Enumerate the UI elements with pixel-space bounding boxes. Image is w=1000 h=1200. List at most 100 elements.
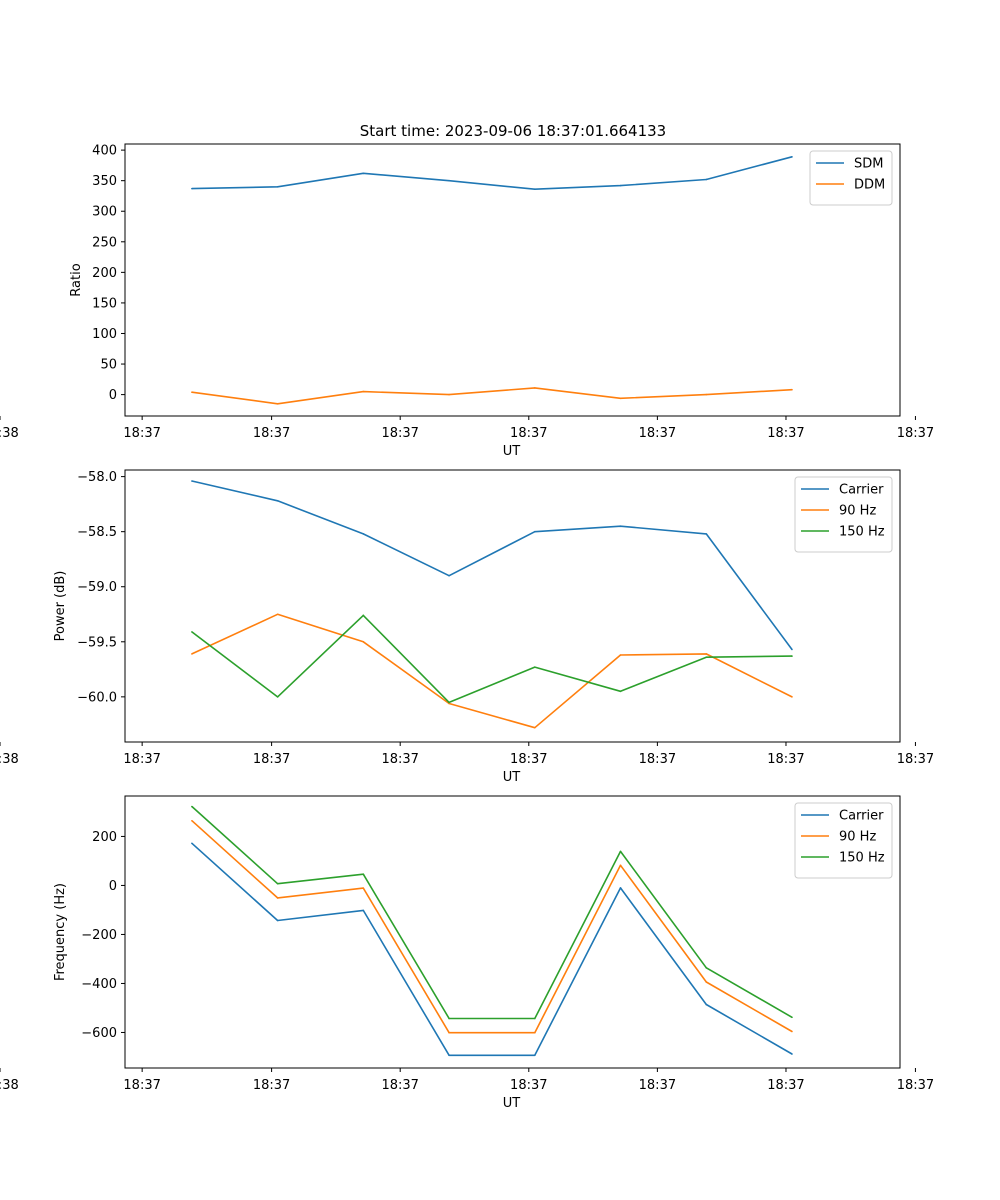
data-point (619, 864, 622, 867)
data-point (791, 1053, 793, 1055)
series-line (191, 156, 793, 190)
series-150-hz (191, 614, 793, 704)
data-point (705, 178, 708, 181)
y-tick-label: −60.0 (77, 690, 117, 705)
data-point (362, 390, 365, 393)
axes-frame (124, 469, 901, 743)
data-point (705, 656, 708, 659)
data-point (619, 887, 622, 889)
data-point (362, 614, 365, 617)
legend-label: Carrier (839, 809, 884, 824)
data-point (533, 726, 536, 729)
data-point (448, 179, 450, 182)
x-tick-label: 18:38 (0, 752, 19, 767)
x-tick-label: 18:38 (0, 426, 19, 441)
series-90-hz (191, 819, 793, 1034)
data-point (276, 500, 279, 502)
data-point (533, 1031, 536, 1034)
data-point (448, 1017, 450, 1020)
data-point (448, 1031, 450, 1034)
y-axis-label: Ratio (69, 263, 84, 296)
x-tick-label: 18:37 (510, 1078, 547, 1093)
data-point (791, 655, 793, 657)
data-point (362, 887, 365, 889)
data-point (619, 654, 622, 656)
data-point (791, 156, 793, 158)
data-point (619, 397, 622, 400)
data-point (705, 966, 708, 969)
data-point (191, 480, 193, 482)
data-point (791, 1030, 793, 1033)
data-point (791, 648, 793, 651)
y-tick-label: −59.0 (77, 580, 117, 595)
y-tick-label: −59.5 (77, 635, 117, 650)
legend-box (794, 802, 893, 879)
data-point (619, 184, 622, 187)
x-axis-label: UT (503, 1096, 521, 1111)
data-point (191, 653, 193, 655)
legend: Carrier 90 Hz 150 Hz (794, 476, 893, 553)
y-tick-label: 200 (92, 266, 117, 281)
axes-frame (124, 795, 901, 1069)
data-point (191, 842, 193, 845)
data-point (533, 387, 536, 389)
data-point (533, 666, 536, 668)
legend-label: 150 Hz (839, 851, 885, 866)
data-point (276, 696, 279, 698)
x-tick-label: 18:37 (639, 426, 676, 441)
y-tick-label: −600 (81, 1026, 117, 1041)
series-ddm (191, 387, 793, 405)
series-line (191, 387, 793, 405)
y-axis-label: Frequency (Hz) (53, 883, 68, 981)
legend: Carrier 90 Hz 150 Hz (794, 802, 893, 879)
data-point (705, 1003, 708, 1006)
data-point (362, 533, 365, 535)
legend-label: 90 Hz (839, 504, 876, 519)
series-line (191, 614, 793, 704)
x-tick-label: 18:37 (897, 1078, 934, 1093)
y-tick-label: −400 (81, 977, 117, 992)
data-point (191, 391, 193, 393)
x-tick-label: 18:37 (767, 752, 804, 767)
series-carrier (191, 480, 793, 651)
legend-box (809, 150, 893, 206)
data-point (791, 696, 793, 698)
data-point (448, 393, 450, 396)
x-tick-label: 18:37 (381, 1078, 418, 1093)
series-line (191, 613, 793, 729)
x-tick-label: 18:37 (897, 752, 934, 767)
x-tick-label: 18:37 (253, 426, 290, 441)
chart-panel-2: 18:37 18:37 18:37 18:37 18:37 18:37 18:37 18:38… (0, 469, 934, 785)
legend-label: 90 Hz (839, 830, 876, 845)
x-tick-label: 18:37 (510, 752, 547, 767)
y-tick-label: 50 (100, 358, 117, 373)
data-point (276, 402, 279, 405)
x-tick-label: 18:37 (767, 426, 804, 441)
y-tick-label: 100 (92, 327, 117, 342)
y-tick-label: 250 (92, 235, 117, 250)
chart-panel-3: 18:37 18:37 18:37 18:37 18:37 18:37 18:37 18:38… (0, 795, 934, 1111)
legend: SDM DDM (809, 150, 893, 206)
figure-title: Start time: 2023-09-06 18:37:01.664133 (360, 122, 666, 140)
y-tick-label: 0 (109, 388, 117, 403)
x-tick-label: 18:37 (639, 752, 676, 767)
x-tick-label: 18:37 (123, 1078, 160, 1093)
y-tick-label: 300 (92, 205, 117, 220)
x-axis-label: UT (503, 444, 521, 459)
legend-label: 150 Hz (839, 525, 885, 540)
y-tick-label: −58.0 (77, 470, 117, 485)
chart-panel-1: 18:37 18:37 18:37 18:37 18:37 18:37 18:37 18:38… (0, 143, 934, 459)
data-point (705, 533, 708, 535)
data-point (619, 690, 622, 693)
data-point (791, 1016, 793, 1019)
y-tick-label: 200 (92, 830, 117, 845)
data-point (705, 393, 708, 396)
legend-label: Carrier (839, 483, 884, 498)
x-tick-label: 18:37 (381, 752, 418, 767)
data-point (191, 819, 193, 822)
data-point (448, 574, 450, 577)
series-line (191, 842, 793, 1057)
data-point (705, 653, 708, 655)
x-tick-label: 18:37 (123, 426, 160, 441)
data-point (533, 530, 536, 533)
